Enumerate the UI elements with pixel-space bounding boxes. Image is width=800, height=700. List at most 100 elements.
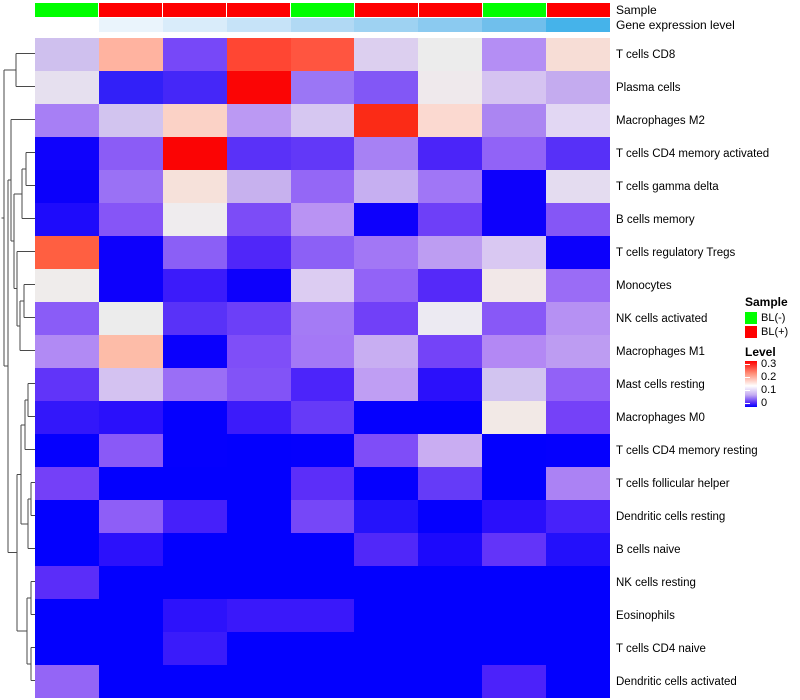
heatmap-cell-r12-c4 bbox=[226, 401, 291, 434]
heatmap-cell-r9-c5 bbox=[290, 302, 355, 335]
level-tick-label-1: 0.3 bbox=[761, 358, 777, 370]
heatmap-cell-r5-c4 bbox=[226, 170, 291, 203]
heatmap-cell-r16-c9 bbox=[546, 533, 610, 566]
heatmap-cell-r7-c3 bbox=[162, 236, 227, 269]
heatmap-cell-r5-c1 bbox=[35, 170, 99, 203]
gene-expression-annotation-label: Gene expression level bbox=[616, 18, 735, 32]
heatmap-cell-r14-c4 bbox=[226, 467, 291, 500]
heatmap-cell-r17-c5 bbox=[290, 566, 355, 599]
level-tick-label-4: 0 bbox=[761, 397, 768, 409]
heatmap-cell-r14-c6 bbox=[354, 467, 419, 500]
heatmap-cell-r1-c9 bbox=[546, 38, 610, 71]
heatmap-cell-r20-c9 bbox=[546, 665, 610, 698]
gene-expression-cell-3 bbox=[162, 18, 227, 32]
sample-annotation-label: Sample bbox=[616, 3, 657, 17]
heatmap-cell-r9-c9 bbox=[546, 302, 610, 335]
heatmap-cell-r20-c5 bbox=[290, 665, 355, 698]
legend-sample-item-2: BL(+) bbox=[745, 325, 800, 339]
heatmap-cell-r1-c1 bbox=[35, 38, 99, 71]
sample-annotation-cell-1 bbox=[35, 3, 99, 17]
heatmap-cell-r6-c7 bbox=[418, 203, 483, 236]
heatmap-cell-r20-c4 bbox=[226, 665, 291, 698]
heatmap-cell-r16-c5 bbox=[290, 533, 355, 566]
heatmap-cell-r18-c9 bbox=[546, 599, 610, 632]
heatmap-cell-r17-c1 bbox=[35, 566, 99, 599]
heatmap-cell-r9-c6 bbox=[354, 302, 419, 335]
heatmap-cell-r2-c2 bbox=[98, 71, 163, 104]
legend-level-block: Level 0.3 0.2 0.1 0 bbox=[745, 345, 800, 409]
row-label-1: T cells CD8 bbox=[616, 48, 676, 61]
heatmap-cell-r13-c6 bbox=[354, 434, 419, 467]
legend-sample-items: BL(-) BL(+) bbox=[745, 311, 800, 339]
heatmap-cell-r20-c2 bbox=[98, 665, 163, 698]
legend-item-label-1: BL(-) bbox=[761, 312, 786, 324]
heatmap-cell-r19-c1 bbox=[35, 632, 99, 665]
row-label-3: Macrophages M2 bbox=[616, 114, 705, 127]
heatmap-cell-r19-c6 bbox=[354, 632, 419, 665]
heatmap-grid bbox=[35, 38, 610, 698]
heatmap-cell-r8-c7 bbox=[418, 269, 483, 302]
heatmap-cell-r18-c5 bbox=[290, 599, 355, 632]
heatmap-cell-r7-c7 bbox=[418, 236, 483, 269]
heatmap-cell-r6-c9 bbox=[546, 203, 610, 236]
sample-annotation-cell-3 bbox=[163, 3, 227, 17]
legend-level-scale: 0.3 0.2 0.1 0 bbox=[745, 358, 800, 409]
heatmap-cell-r13-c7 bbox=[418, 434, 483, 467]
heatmap-cell-r12-c7 bbox=[418, 401, 483, 434]
heatmap-cell-r5-c2 bbox=[98, 170, 163, 203]
gene-expression-cell-1 bbox=[35, 18, 99, 32]
gene-expression-cell-6 bbox=[354, 18, 419, 32]
row-label-6: B cells memory bbox=[616, 213, 695, 226]
legend-swatch-2 bbox=[745, 326, 757, 338]
heatmap-cell-r13-c8 bbox=[482, 434, 547, 467]
heatmap-cell-r16-c2 bbox=[98, 533, 163, 566]
heatmap-cell-r19-c4 bbox=[226, 632, 291, 665]
heatmap-cell-r15-c5 bbox=[290, 500, 355, 533]
heatmap-cell-r10-c8 bbox=[482, 335, 547, 368]
heatmap-cell-r12-c8 bbox=[482, 401, 547, 434]
heatmap-cell-r8-c9 bbox=[546, 269, 610, 302]
row-label-16: B cells naive bbox=[616, 543, 681, 556]
heatmap-cell-r15-c9 bbox=[546, 500, 610, 533]
heatmap-cell-r20-c1 bbox=[35, 665, 99, 698]
heatmap-cell-r8-c2 bbox=[98, 269, 163, 302]
sample-annotation-cell-5 bbox=[291, 3, 355, 17]
heatmap-cell-r18-c6 bbox=[354, 599, 419, 632]
heatmap-cell-r7-c9 bbox=[546, 236, 610, 269]
heatmap-cell-r15-c2 bbox=[98, 500, 163, 533]
heatmap-cell-r6-c6 bbox=[354, 203, 419, 236]
heatmap-cell-r2-c9 bbox=[546, 71, 610, 104]
heatmap-cell-r3-c5 bbox=[290, 104, 355, 137]
heatmap-cell-r4-c4 bbox=[226, 137, 291, 170]
heatmap-cell-r4-c7 bbox=[418, 137, 483, 170]
heatmap-cell-r2-c7 bbox=[418, 71, 483, 104]
heatmap-cell-r8-c5 bbox=[290, 269, 355, 302]
level-tick-label-3: 0.1 bbox=[761, 384, 777, 396]
row-label-2: Plasma cells bbox=[616, 81, 681, 94]
heatmap-cell-r5-c9 bbox=[546, 170, 610, 203]
heatmap-cell-r18-c7 bbox=[418, 599, 483, 632]
heatmap-cell-r4-c6 bbox=[354, 137, 419, 170]
heatmap-cell-r1-c7 bbox=[418, 38, 483, 71]
heatmap-cell-r17-c3 bbox=[162, 566, 227, 599]
sample-annotation-cell-4 bbox=[227, 3, 291, 17]
heatmap-cell-r7-c2 bbox=[98, 236, 163, 269]
heatmap-cell-r10-c3 bbox=[162, 335, 227, 368]
heatmap-cell-r5-c8 bbox=[482, 170, 547, 203]
heatmap-cell-r5-c3 bbox=[162, 170, 227, 203]
row-label-17: NK cells resting bbox=[616, 576, 696, 589]
heatmap-cell-r13-c2 bbox=[98, 434, 163, 467]
row-label-8: Monocytes bbox=[616, 279, 672, 292]
heatmap-cell-r15-c8 bbox=[482, 500, 547, 533]
heatmap-cell-r1-c4 bbox=[226, 38, 291, 71]
heatmap-cell-r14-c1 bbox=[35, 467, 99, 500]
heatmap-cell-r1-c3 bbox=[162, 38, 227, 71]
heatmap-cell-r17-c8 bbox=[482, 566, 547, 599]
heatmap-cell-r1-c8 bbox=[482, 38, 547, 71]
level-tick-mark-2 bbox=[745, 377, 750, 378]
row-label-19: T cells CD4 naive bbox=[616, 642, 706, 655]
heatmap-cell-r14-c8 bbox=[482, 467, 547, 500]
heatmap-cell-r9-c8 bbox=[482, 302, 547, 335]
heatmap-cell-r16-c7 bbox=[418, 533, 483, 566]
